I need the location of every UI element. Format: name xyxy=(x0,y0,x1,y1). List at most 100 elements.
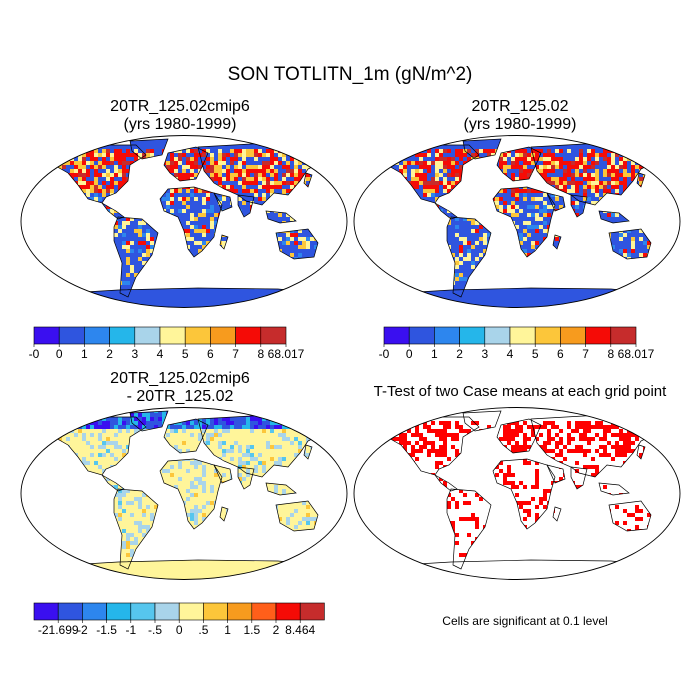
coastline-europe xyxy=(163,146,209,182)
coastline-greenland xyxy=(129,410,169,432)
coastline-australia xyxy=(275,228,319,260)
colorbar-swatch xyxy=(610,326,637,345)
panel-title-top-left: 20TR_125.02cmip6 (yrs 1980-1999) xyxy=(20,98,340,134)
colorbar-swatch xyxy=(109,326,136,345)
colorbar-label: 5 xyxy=(532,347,539,361)
colorbar-top-right: -0 0 1 2 3 4 5 6 7 8 68.017 xyxy=(379,326,655,361)
colorbar-label: 4 xyxy=(157,347,164,361)
coastline-europe xyxy=(163,418,209,454)
panel-title-bottom-right: T-Test of two Case means at each grid po… xyxy=(373,383,667,400)
colorbar-label: 0 xyxy=(406,347,413,361)
colorbar-swatch xyxy=(184,326,211,345)
colorbar-swatch xyxy=(459,326,486,345)
colorbar-label: -0 xyxy=(29,347,40,361)
colorbar-label: -.5 xyxy=(148,623,162,637)
colorbar-swatch xyxy=(57,602,83,621)
colorbar-label: 6 xyxy=(207,347,214,361)
coastline-central-america xyxy=(434,202,458,220)
coastline-africa xyxy=(492,186,556,258)
coastline-se-asia-islands xyxy=(598,482,630,496)
colorbar-swatch xyxy=(33,326,60,345)
coastline-madagascar xyxy=(552,506,562,522)
colorbar-label: -0 xyxy=(379,347,390,361)
colorbar-label: -1.5 xyxy=(96,623,117,637)
land-se-asia-islands xyxy=(266,483,296,495)
colorbar-label: 7 xyxy=(232,347,239,361)
coastline-australia xyxy=(608,228,652,260)
coastline-south-america xyxy=(446,216,492,298)
coastline-india xyxy=(237,194,255,218)
colorbar-swatch xyxy=(178,602,204,621)
coastline-north-america xyxy=(47,416,147,476)
coastline-new-zealand xyxy=(331,256,341,270)
coastline-north-america xyxy=(47,144,147,204)
colorbar-label: 5 xyxy=(182,347,189,361)
panel-title-line1: 20TR_125.02cmip6 xyxy=(110,98,250,115)
colorbar-swatch xyxy=(159,326,186,345)
map-boundary xyxy=(353,407,681,580)
coastline-new-zealand xyxy=(664,256,674,270)
coastline-africa xyxy=(159,458,223,530)
colorbar-swatch xyxy=(130,602,156,621)
coastline-europe xyxy=(496,146,542,182)
panel-title-line1: 20TR_125.02 xyxy=(471,98,569,115)
coastline-central-america xyxy=(434,474,458,492)
colorbar-label: 8 xyxy=(607,347,614,361)
coastline-australia xyxy=(275,500,319,532)
colorbar-label: 1 xyxy=(224,623,231,637)
coastline-north-america xyxy=(380,144,480,204)
colorbar-swatch xyxy=(58,326,85,345)
map-panel-bottom-left xyxy=(20,407,348,580)
coastline-arabia xyxy=(213,464,233,484)
colorbar-label: 1 xyxy=(81,347,88,361)
colorbar-label: 7 xyxy=(582,347,589,361)
coastline-india xyxy=(570,194,588,218)
colorbar-label: 0 xyxy=(56,347,63,361)
colorbar-swatch xyxy=(33,602,59,621)
coastline-africa xyxy=(492,458,556,530)
colorbar-swatch xyxy=(84,326,110,345)
coastline-north-america xyxy=(380,416,480,476)
panel-title-line2: - 20TR_125.02 xyxy=(126,388,234,405)
coastline-japan xyxy=(303,444,313,460)
coastline-se-asia-islands xyxy=(598,210,630,224)
coastline-japan xyxy=(303,172,313,188)
coastline-europe xyxy=(496,418,542,454)
colorbar-swatch xyxy=(134,326,161,345)
colorbar-swatch xyxy=(299,602,325,621)
map-panel-bottom-right xyxy=(353,407,681,580)
panel-title-line2: (yrs 1980-1999) xyxy=(463,116,577,133)
colorbar-swatch xyxy=(82,602,107,621)
land-new-zealand xyxy=(665,257,673,269)
panel-title-line2: (yrs 1980-1999) xyxy=(123,116,237,133)
panel-title-top-right: 20TR_125.02 (yrs 1980-1999) xyxy=(360,98,680,134)
colorbar-label: 8.464 xyxy=(285,623,315,637)
coastline-new-zealand xyxy=(664,528,674,542)
land-new-zealand xyxy=(332,529,340,541)
map-boundary xyxy=(20,135,348,308)
land-central-america xyxy=(435,203,457,219)
map-boundary xyxy=(20,407,348,580)
coastline-india xyxy=(237,466,255,490)
colorbar-swatch xyxy=(235,326,262,345)
coastline-se-asia-islands xyxy=(265,482,297,496)
map-panel-top-right xyxy=(353,135,681,308)
colorbar-swatch xyxy=(227,602,253,621)
colorbar-swatch xyxy=(585,326,612,345)
panel-title-bottom-left: 20TR_125.02cmip6 - 20TR_125.02 xyxy=(20,370,340,406)
colorbar-label: 0 xyxy=(176,623,183,637)
colorbar-swatch xyxy=(203,602,228,621)
coastline-se-asia-islands xyxy=(265,210,297,224)
colorbar-swatch xyxy=(534,326,561,345)
colorbar-label: -1 xyxy=(125,623,136,637)
colorbar-swatch xyxy=(106,602,132,621)
coastline-new-zealand xyxy=(331,528,341,542)
map-panel-top-left xyxy=(20,135,348,308)
colorbar-label: 8 xyxy=(257,347,264,361)
colorbar-label: 1.5 xyxy=(243,623,260,637)
colorbar-swatch xyxy=(260,326,287,345)
colorbar-swatch xyxy=(408,326,435,345)
coastline-central-america xyxy=(101,474,125,492)
coastline-japan xyxy=(636,444,646,460)
coastline-south-america xyxy=(113,216,159,298)
